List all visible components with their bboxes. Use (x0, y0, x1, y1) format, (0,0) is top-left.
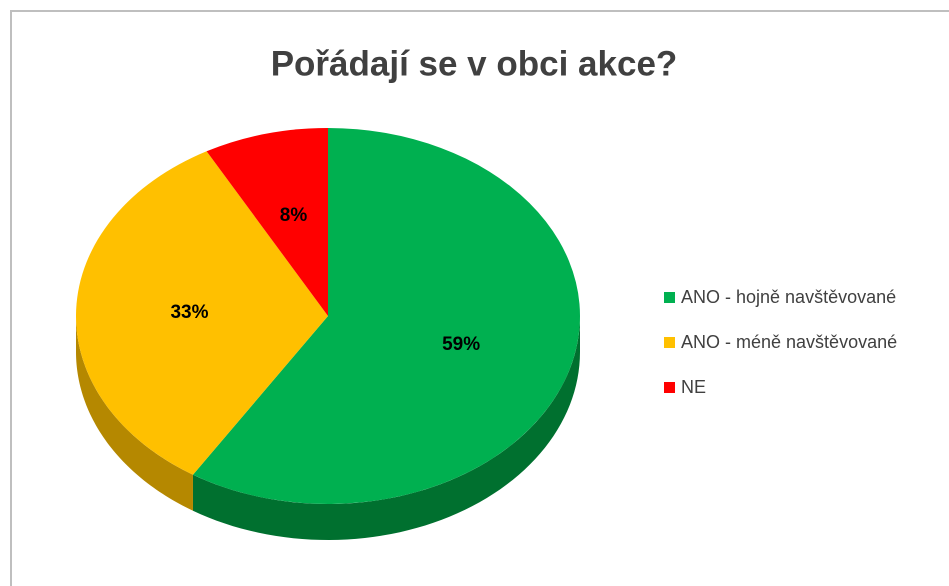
legend-swatch (664, 292, 675, 303)
pie-slice (192, 128, 580, 504)
legend-label: ANO - méně navštěvované (681, 332, 897, 352)
pie-slice (206, 128, 328, 316)
legend-swatch (664, 337, 675, 348)
pie-slice-side (76, 316, 193, 511)
data-label: 33% (170, 302, 208, 323)
legend-label: ANO - hojně navštěvované (681, 287, 896, 307)
data-label: 59% (442, 334, 480, 355)
pie-slice (75, 151, 329, 475)
data-label: 8% (280, 205, 308, 226)
chart-title: Pořádají se v obci akce? (271, 44, 678, 83)
legend-label: NE (681, 377, 706, 397)
legend-swatch (664, 382, 675, 393)
pie-slice-side (192, 316, 580, 540)
